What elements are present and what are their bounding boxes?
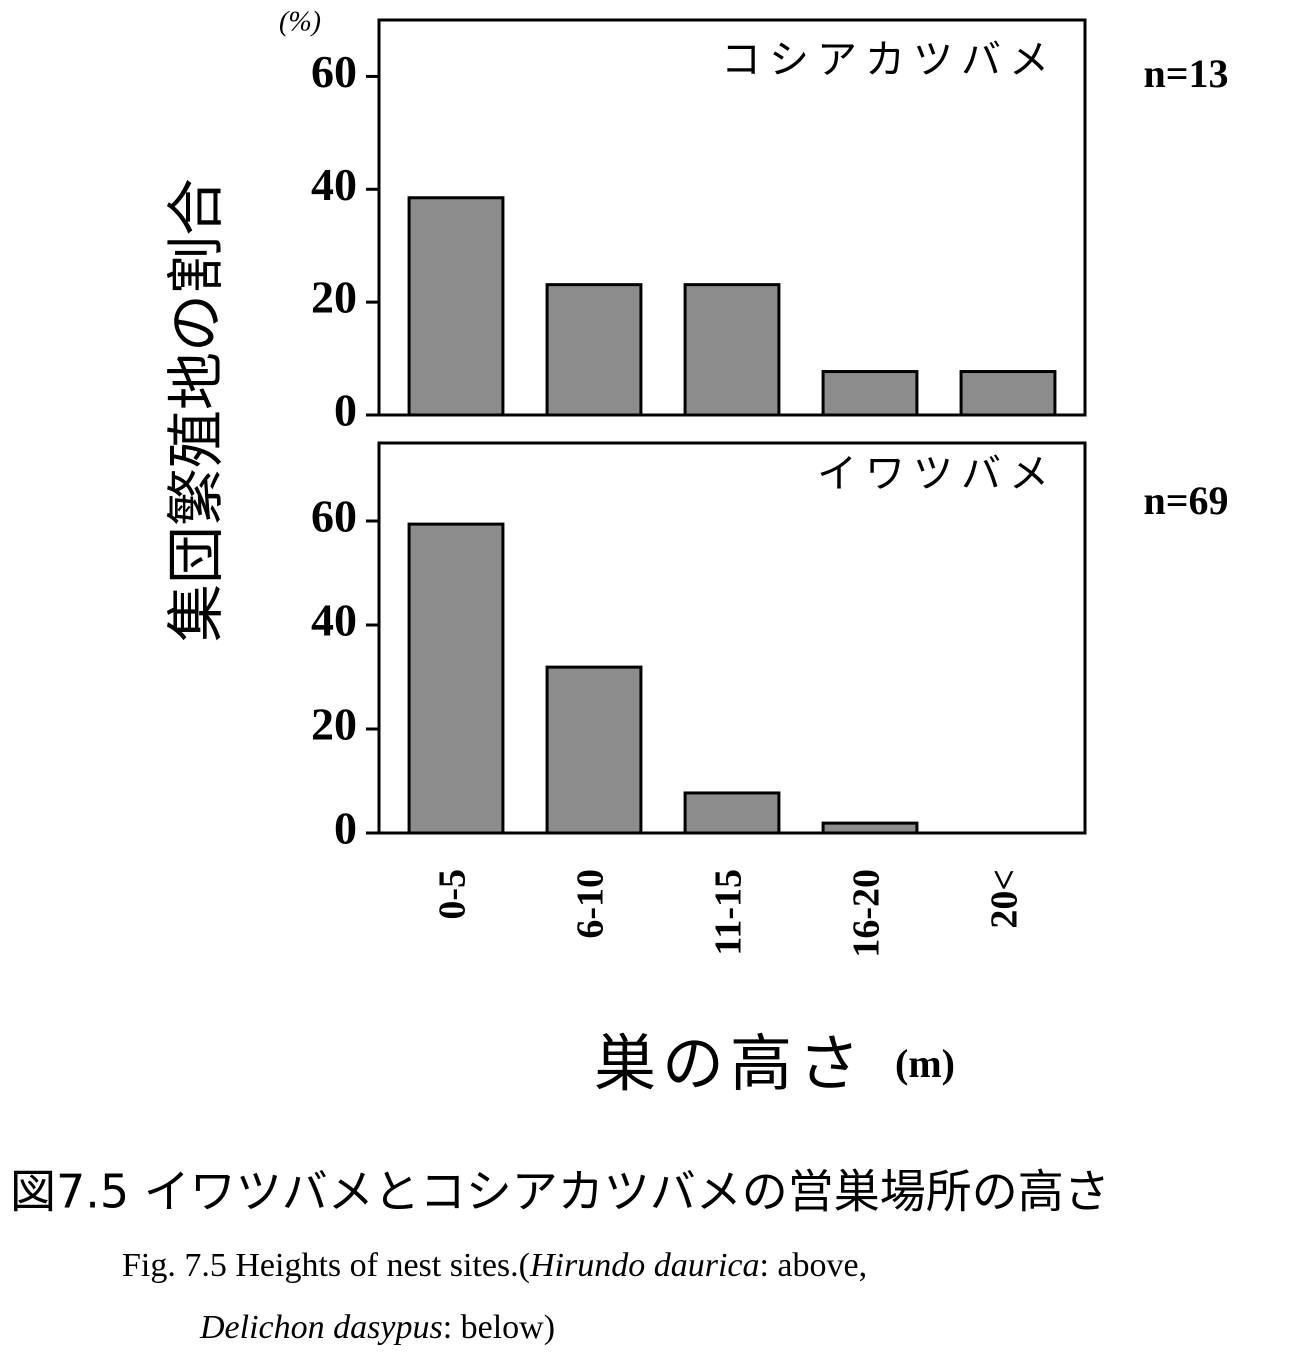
caption-en: Fig. 7.5 Heights of nest sites.(Hirundo … [122,1247,867,1284]
caption-text: : above, [759,1247,867,1284]
y-tick-label: 60 [311,491,357,542]
x-tick-label: 20< [984,869,1026,929]
y-unit: (%) [279,6,321,37]
x-axis-label: 巣の高さ [594,1027,866,1100]
caption-jp: 図7.5 イワツバメとコシアカツバメの営巣場所の高さ [10,1165,1110,1219]
bar [407,196,505,417]
caption-en: Delichon dasypus: below) [199,1309,555,1346]
bar [683,791,781,835]
x-tick-label: 6-10 [570,869,612,939]
caption-text: : below) [443,1309,555,1346]
x-tick-label: 11-15 [708,869,750,956]
sample-size: n=13 [1143,51,1228,96]
caption-species: Hirundo daurica [529,1247,760,1284]
y-tick-label: 0 [334,803,357,854]
bar [545,283,643,417]
bar [683,283,781,417]
bar [959,370,1057,417]
y-axis-label: 集団繁殖地の割合 [162,178,230,642]
panel-title: イワツバメ [817,451,1057,497]
bar [407,522,505,835]
bar [821,821,919,835]
caption-species: Delichon dasypus [199,1309,443,1346]
y-tick-label: 20 [311,699,357,750]
y-tick-label: 40 [311,159,357,210]
y-tick-label: 0 [334,385,357,436]
y-tick-label: 20 [311,272,357,323]
x-unit: (m) [895,1041,955,1086]
x-tick-label: 0-5 [432,869,474,920]
panel-title: コシアカツバメ [721,37,1057,83]
caption-text: Fig. 7.5 Heights of nest sites.( [122,1247,530,1284]
bar [821,370,919,417]
y-tick-label: 60 [311,46,357,97]
y-tick-label: 40 [311,595,357,646]
bar [545,665,643,835]
sample-size: n=69 [1143,478,1228,523]
x-tick-label: 16-20 [846,869,888,958]
